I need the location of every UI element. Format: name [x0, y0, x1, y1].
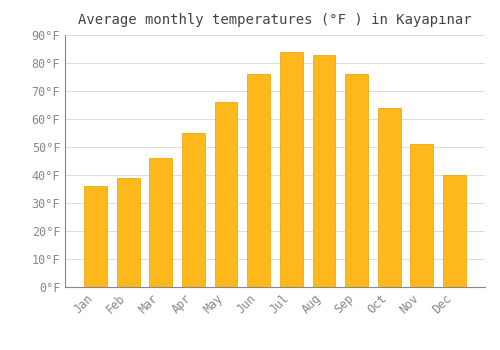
Bar — [280, 52, 302, 287]
Bar — [378, 108, 400, 287]
Bar — [410, 144, 434, 287]
Bar — [116, 178, 140, 287]
Bar — [214, 102, 238, 287]
Bar — [84, 186, 107, 287]
Bar — [312, 55, 336, 287]
Bar — [248, 74, 270, 287]
Title: Average monthly temperatures (°F ) in Kayapınar: Average monthly temperatures (°F ) in Ka… — [78, 13, 472, 27]
Bar — [182, 133, 205, 287]
Bar — [443, 175, 466, 287]
Bar — [345, 74, 368, 287]
Bar — [150, 158, 172, 287]
